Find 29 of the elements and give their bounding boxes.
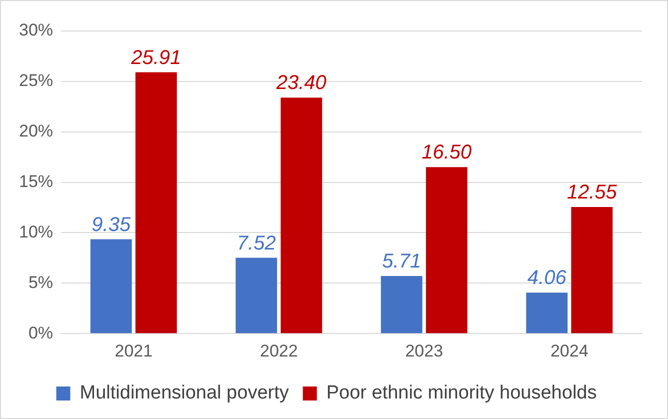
data-label: 4.06 (527, 267, 568, 290)
y-tick-label: 20% (18, 122, 54, 141)
data-label: 16.50 (422, 142, 472, 164)
bar (236, 258, 278, 334)
x-tick-label: 2021 (114, 341, 153, 360)
y-tick-label: 0% (28, 323, 54, 342)
data-label: 23.40 (275, 72, 326, 94)
legend-label: Poor ethnic minority households (326, 382, 597, 404)
bar (426, 167, 468, 334)
x-tick-label: 2024 (550, 341, 588, 360)
x-tick-label: 2023 (405, 341, 444, 360)
y-tick-label: 15% (18, 172, 54, 191)
bar (571, 207, 613, 334)
bar (526, 292, 568, 334)
data-label: 7.52 (236, 232, 276, 254)
bar (135, 72, 177, 334)
data-label: 5.71 (382, 250, 422, 273)
x-tick-label: 2022 (260, 341, 298, 360)
y-tick-label: 25% (18, 71, 54, 90)
bar (280, 98, 322, 334)
data-label: 9.35 (92, 214, 132, 236)
y-tick-label: 30% (18, 20, 54, 40)
bar (90, 239, 132, 334)
y-tick-label: 5% (28, 272, 54, 292)
y-tick-label: 10% (18, 222, 54, 242)
bar (380, 276, 422, 334)
data-label: 12.55 (566, 182, 618, 204)
legend-label: Multidimensional poverty (80, 382, 290, 404)
data-label: 25.91 (130, 46, 182, 69)
